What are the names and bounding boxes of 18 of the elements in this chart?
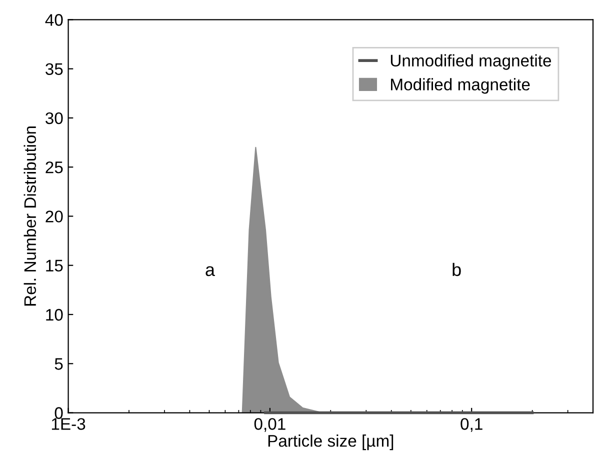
y-tick-label: 15: [46, 260, 63, 272]
annotation: a: [206, 266, 215, 276]
annotation: b: [452, 262, 461, 276]
x-tick-label: 1E-3: [52, 418, 86, 430]
y-tick-label: 40: [45, 14, 63, 26]
y-tick-label: 20: [46, 210, 63, 222]
x-axis-title: Particle size [µm]: [268, 434, 394, 450]
x-tick-label: 0,01: [254, 418, 286, 432]
y-tick-label: 35: [46, 63, 63, 75]
y-axis-title: Rel. Number Distribution: [24, 126, 36, 306]
y-tick-label: 10: [46, 308, 63, 321]
legend-label: Unmodified magnetite: [390, 54, 552, 70]
y-tick-label: 5: [54, 358, 63, 370]
y-tick-label: 0: [54, 407, 63, 419]
y-tick-label: 30: [46, 112, 63, 124]
x-tick-label: 0,1: [460, 418, 482, 432]
y-tick-label: 25: [46, 161, 63, 174]
legend-label: Modified magnetite: [391, 78, 530, 94]
